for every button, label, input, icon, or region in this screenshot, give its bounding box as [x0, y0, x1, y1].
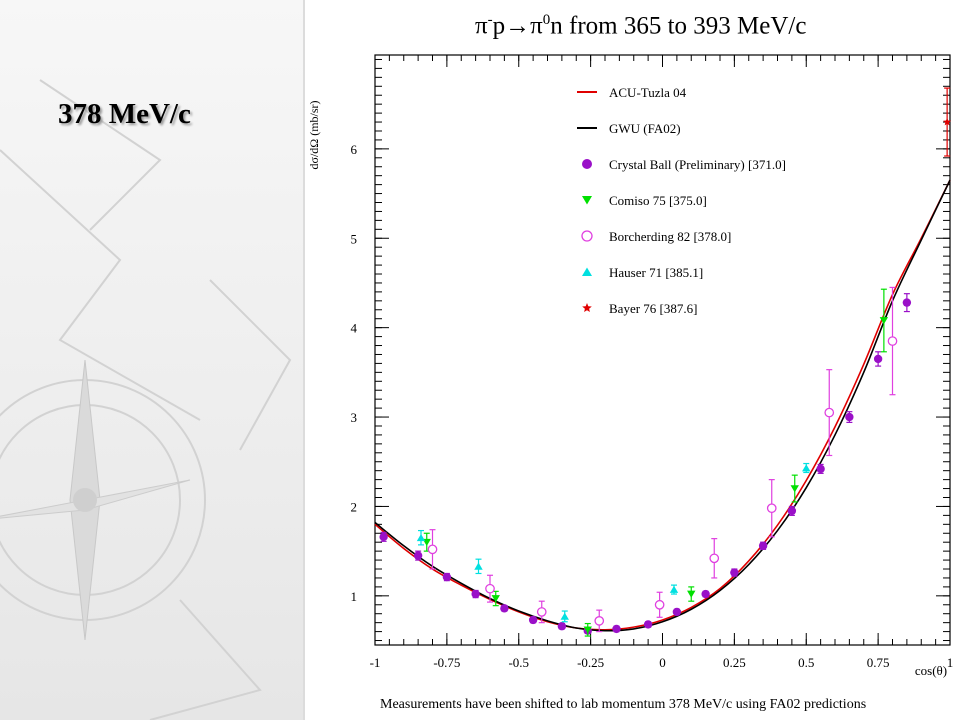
x-axis-ticks: -1 -0.75 -0.5 -0.25 0 0.25 0.5 0.75 1 — [370, 55, 954, 670]
crystal-ball-preliminary-point — [730, 568, 739, 577]
plot-border — [374, 54, 951, 646]
chart-title-reaction: p→π — [492, 12, 543, 40]
crystal-ball-preliminary-point — [701, 589, 710, 599]
chart-title-prefix: π — [475, 12, 488, 40]
crystal-ball-preliminary-point — [902, 298, 912, 307]
footnote: Measurements have been shifted to lab mo… — [380, 697, 867, 712]
chart-title-sup-zero: 0 — [542, 12, 551, 28]
y-tick-label: 2 — [351, 499, 358, 514]
borcherding-82-point — [536, 607, 547, 617]
borcherding-82-point — [766, 503, 777, 514]
legend-label: Comiso 75 [375.0] — [609, 193, 707, 208]
crystal-ball-preliminary-point — [845, 412, 854, 422]
x-tick-label: 1 — [947, 655, 954, 670]
x-tick-label: -0.5 — [508, 655, 529, 670]
legend-label: ACU-Tuzla 04 — [609, 85, 687, 100]
legend-label: Hauser 71 [385.1] — [609, 265, 703, 280]
x-tick-label: 0.75 — [867, 655, 890, 670]
crystal-ball-preliminary-point — [471, 589, 480, 599]
hauser-71-point — [474, 562, 483, 570]
curve-acu-tuzla-04 — [374, 179, 951, 631]
legend-label: Crystal Ball (Preliminary) [371.0] — [609, 157, 786, 172]
chart-title: π-p→π0n from 365 to 393 MeV/c — [475, 12, 806, 40]
crystal-ball-preliminary-point — [442, 572, 452, 582]
legend-marker — [582, 267, 592, 276]
data-points — [379, 87, 952, 637]
y-tick-label: 5 — [351, 231, 358, 246]
hauser-71-point — [669, 585, 679, 593]
borcherding-82-point — [709, 553, 720, 564]
crystal-ball-preliminary-point — [787, 506, 797, 516]
borcherding-82-point — [887, 336, 898, 346]
chart-title-suffix: n from 365 to 393 MeV/c — [550, 12, 807, 40]
legend-marker — [582, 159, 592, 169]
x-tick-label: 0 — [659, 655, 666, 670]
x-tick-label: 0.25 — [723, 655, 746, 670]
x-tick-label: 0.5 — [798, 655, 814, 670]
borcherding-82-point — [485, 583, 495, 594]
slide-title: 378 MeV/c — [58, 98, 191, 130]
legend-label: Borcherding 82 [378.0] — [609, 229, 731, 244]
plot-frame — [374, 54, 951, 646]
y-tick-label: 6 — [351, 142, 358, 157]
chart-title-sup-minus: - — [487, 12, 493, 28]
legend-marker — [581, 230, 593, 242]
crystal-ball-preliminary-point — [528, 615, 538, 625]
borcherding-82-point — [654, 599, 665, 610]
crystal-ball-preliminary-point — [758, 541, 768, 550]
crystal-ball-preliminary-point — [379, 532, 388, 542]
comiso-75-point — [790, 485, 799, 493]
crystal-ball-preliminary-point — [500, 604, 509, 613]
y-axis-ticks: 1 2 3 4 5 6 — [351, 58, 950, 642]
legend: ACU-Tuzla 04 GWU (FA02) Crystal Ball (Prel… — [577, 85, 786, 316]
crystal-ball-preliminary-point — [643, 620, 653, 629]
crystal-ball-preliminary-point — [816, 464, 825, 474]
legend-marker — [582, 303, 592, 312]
borcherding-82-point — [427, 544, 438, 555]
x-axis-label: cos(θ) — [915, 663, 947, 678]
y-tick-label: 1 — [351, 589, 358, 604]
comiso-75-point — [687, 590, 696, 598]
borcherding-82-point — [824, 407, 835, 418]
y-tick-label: 4 — [351, 321, 358, 336]
bayer-76-point — [943, 117, 952, 126]
curve-gwu-fa02- — [374, 179, 951, 632]
x-tick-label: -0.25 — [577, 655, 604, 670]
curves — [374, 179, 951, 632]
y-axis-label: dσ/dΩ (mb/sr) — [307, 100, 321, 169]
legend-marker — [582, 196, 592, 205]
crystal-ball-preliminary-point — [672, 607, 682, 617]
borcherding-82-point — [594, 616, 605, 626]
x-tick-label: -1 — [370, 655, 381, 670]
comiso-75-point — [491, 595, 500, 603]
comiso-75-point — [879, 317, 889, 325]
crystal-ball-preliminary-point — [612, 624, 621, 634]
comiso-75-point — [583, 626, 592, 634]
side-divider — [303, 0, 305, 720]
crystal-ball-preliminary-point — [873, 354, 883, 364]
compass-watermark-icon — [0, 79, 292, 720]
legend-label: Bayer 76 [387.6] — [609, 301, 697, 316]
hauser-71-point — [416, 533, 426, 542]
x-tick-label: -0.75 — [433, 655, 460, 670]
y-tick-label: 3 — [351, 410, 358, 425]
legend-label: GWU (FA02) — [609, 121, 681, 136]
hauser-71-point — [560, 612, 569, 620]
crystal-ball-preliminary-point — [557, 622, 567, 631]
cross-section-chart: -1 -0.75 -0.5 -0.25 0 0.25 0.5 0.75 1 1 2 3 4 5 6 ACU… — [307, 54, 954, 678]
crystal-ball-preliminary-point — [413, 551, 423, 560]
hauser-71-point — [802, 464, 811, 472]
